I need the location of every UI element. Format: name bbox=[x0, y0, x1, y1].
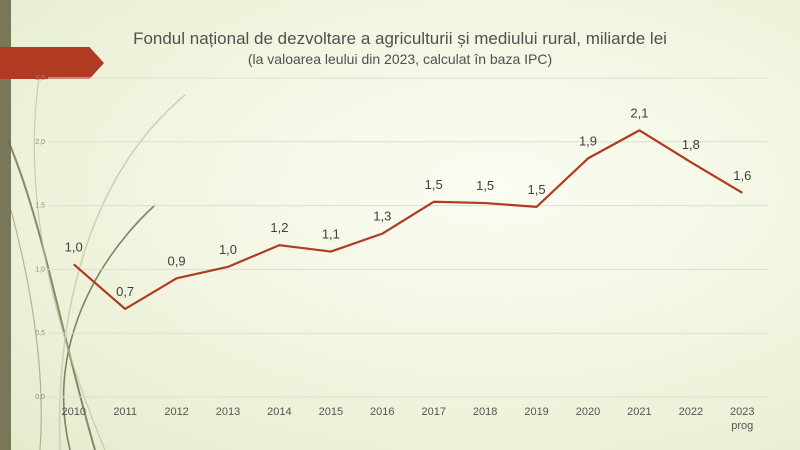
data-label: 1,6 bbox=[733, 168, 751, 183]
y-tick-label: 1,5 bbox=[35, 203, 45, 210]
chart-subtitle: (la valoarea leului din 2023, calculat î… bbox=[247, 51, 553, 67]
y-tick-label: 2,5 bbox=[35, 75, 45, 82]
data-label: 0,9 bbox=[168, 253, 186, 268]
decor-curve-1 bbox=[7, 139, 96, 450]
y-tick-label: 1,0 bbox=[35, 266, 45, 273]
y-axis: 0,0 0,5 1,0 1,5 2,0 2,5 bbox=[35, 75, 45, 401]
data-label: 1,1 bbox=[322, 227, 340, 242]
series-line bbox=[72, 129, 743, 311]
x-tick-label: 2012 bbox=[164, 406, 188, 418]
y-tick-label: 0,0 bbox=[35, 394, 45, 401]
x-tick-label: 2017 bbox=[421, 406, 445, 418]
data-label: 1,3 bbox=[373, 209, 391, 224]
left-decor-bar bbox=[0, 0, 11, 450]
series bbox=[72, 129, 743, 311]
data-label: 1,8 bbox=[682, 137, 700, 152]
grid-lines bbox=[48, 77, 768, 398]
data-label: 0,7 bbox=[116, 284, 134, 299]
y-tick-label: 0,5 bbox=[35, 330, 45, 337]
data-label: 1,0 bbox=[65, 239, 83, 254]
x-tick-label: 2018 bbox=[473, 406, 497, 418]
x-tick-label: 2016 bbox=[370, 406, 394, 418]
x-tick-label: 2021 bbox=[627, 406, 651, 418]
x-tick-sublabel: prog bbox=[731, 420, 753, 432]
decor-curve-2 bbox=[62, 204, 156, 450]
data-label: 1,5 bbox=[528, 182, 546, 197]
chart-title: Fondul național de dezvoltare a agricult… bbox=[133, 29, 667, 48]
decor-curve-5 bbox=[10, 209, 42, 450]
x-axis: 2010 2011 2012 2013 2014 2015 2016 2017 2018 2019… bbox=[61, 406, 754, 432]
x-tick-label: 2010 bbox=[61, 406, 85, 418]
x-tick-label: 2023 bbox=[730, 406, 754, 418]
data-label: 1,0 bbox=[219, 242, 237, 257]
x-tick-label: 2019 bbox=[524, 406, 548, 418]
x-tick-label: 2022 bbox=[679, 406, 703, 418]
x-tick-label: 2020 bbox=[576, 406, 600, 418]
decor-curve-4 bbox=[33, 69, 106, 450]
data-label: 1,5 bbox=[425, 177, 443, 192]
x-tick-label: 2013 bbox=[216, 406, 240, 418]
x-tick-label: 2014 bbox=[267, 406, 291, 418]
arrow-banner bbox=[0, 47, 104, 79]
y-tick-label: 2,0 bbox=[35, 139, 45, 146]
data-labels: 1,0 0,7 0,9 1,0 1,2 1,1 1,3 1,5 1,5 1,5 1,9 2,1 1,8 1… bbox=[65, 105, 752, 299]
data-label: 1,5 bbox=[476, 178, 494, 193]
x-tick-label: 2015 bbox=[319, 406, 343, 418]
data-label: 1,2 bbox=[270, 220, 288, 235]
data-label: 1,9 bbox=[579, 133, 597, 148]
data-label: 2,1 bbox=[630, 105, 648, 120]
decor-curve-3 bbox=[58, 94, 186, 450]
x-tick-label: 2011 bbox=[113, 406, 137, 418]
